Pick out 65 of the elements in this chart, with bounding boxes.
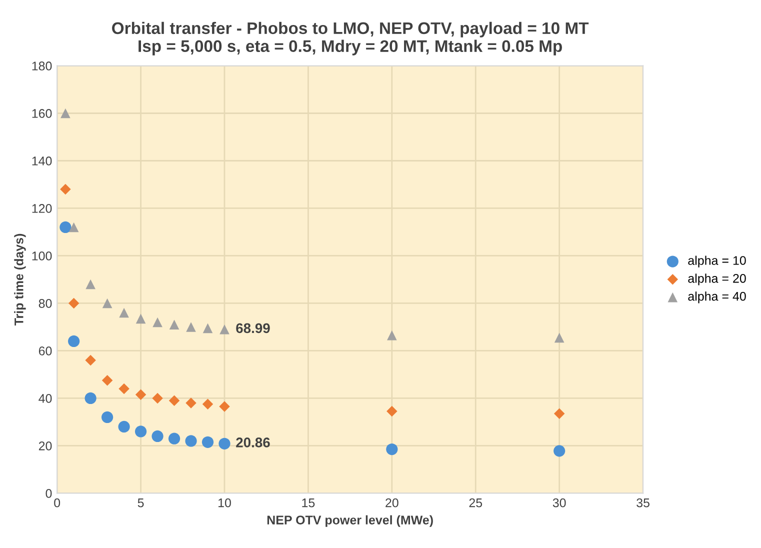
point [168, 395, 180, 406]
y-tick-label: 120 [32, 204, 52, 213]
legend-label: alpha = 10 [688, 256, 746, 268]
point [101, 411, 114, 424]
point [185, 435, 197, 447]
point [386, 443, 398, 456]
point [168, 432, 180, 444]
x-tick-label: 20 [386, 498, 398, 508]
point [218, 438, 230, 450]
point [387, 330, 397, 340]
point [554, 408, 565, 420]
x-tick-label: 5 [138, 498, 144, 508]
point [85, 354, 96, 366]
point [102, 298, 112, 308]
x-tick-label: 10 [218, 498, 231, 508]
legend-label: alpha = 20 [688, 274, 746, 286]
annotation: 68.99 [236, 323, 270, 334]
point [220, 324, 230, 334]
point [169, 320, 180, 330]
point [152, 317, 162, 328]
chart-title: Orbital transfer - Phobos to LMO, NEP OTV, payload = 10 MT Isp = 5,000 s, eta = 0.5, Mdry = 20 MT, Mtank = 0.05 Mp [112, 22, 589, 56]
point [186, 322, 196, 332]
point [202, 398, 214, 410]
point [186, 398, 196, 408]
y-tick-label: 160 [32, 109, 52, 118]
point [135, 389, 146, 400]
point [60, 221, 72, 234]
point [219, 401, 230, 412]
point [554, 332, 564, 343]
point [118, 383, 130, 394]
point [152, 430, 164, 442]
y-tick-label: 100 [32, 252, 52, 260]
x-tick-label: 15 [302, 498, 315, 508]
y-tick-label: 80 [38, 299, 52, 308]
point [84, 392, 96, 404]
point [134, 426, 147, 438]
point [386, 406, 398, 417]
y-tick-label: 20 [38, 442, 52, 450]
x-tick-label: 0 [54, 498, 60, 508]
point [152, 392, 163, 404]
point [60, 108, 70, 118]
x-tick-label: 25 [469, 498, 482, 508]
point [202, 436, 214, 448]
point [202, 323, 213, 334]
y-tick-label: 140 [32, 156, 52, 166]
point [68, 298, 80, 309]
y-tick-label: 180 [32, 62, 52, 70]
y-axis-title: Trip time (days) [14, 234, 26, 326]
point [102, 375, 113, 386]
point [60, 184, 71, 195]
point [119, 308, 129, 318]
y-tick-label: 60 [38, 346, 52, 356]
point [554, 445, 566, 457]
x-tick-label: 30 [552, 498, 566, 508]
point [68, 222, 79, 232]
y-tick-label: 0 [46, 489, 52, 498]
point [68, 335, 80, 348]
legend-label: alpha = 40 [688, 292, 746, 304]
y-tick-label: 40 [38, 394, 52, 403]
point [86, 279, 96, 290]
point [118, 420, 130, 433]
point [136, 314, 146, 324]
annotation: 20.86 [236, 438, 270, 448]
x-tick-label: 35 [636, 498, 650, 508]
x-axis-title: NEP OTV power level (MWe) [267, 515, 433, 527]
